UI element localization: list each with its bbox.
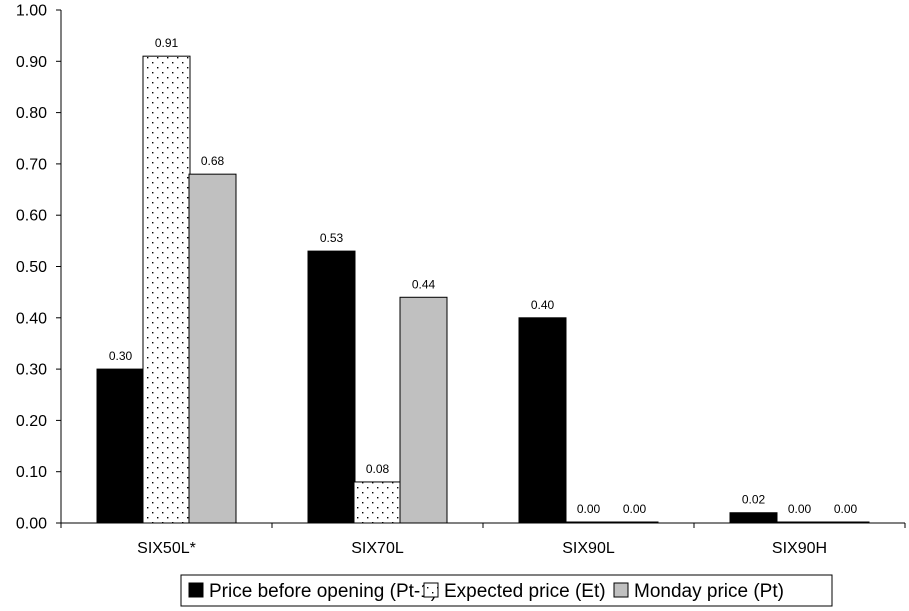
y-tick-label: 0.50 — [16, 259, 47, 276]
bar — [729, 512, 778, 524]
legend-swatch — [188, 582, 204, 598]
bar — [188, 173, 237, 524]
data-label: 0.08 — [366, 462, 390, 476]
x-tick-label: SIX50L* — [137, 540, 196, 557]
y-tick-label: 0.80 — [16, 105, 47, 122]
y-tick-label: 0.00 — [16, 516, 47, 533]
data-label: 0.30 — [109, 349, 133, 363]
bar — [518, 317, 567, 524]
legend-label: Price before opening (Pt-1) — [209, 581, 437, 602]
x-tick-label: SIX90L — [562, 540, 615, 557]
y-tick-label: 0.60 — [16, 208, 47, 225]
bar — [96, 368, 145, 524]
legend-label: Monday price (Pt) — [634, 581, 784, 602]
data-label: 0.02 — [742, 493, 766, 507]
bar — [307, 250, 356, 524]
bar — [142, 55, 191, 524]
data-label: 0.40 — [531, 298, 555, 312]
bar — [399, 296, 448, 524]
legend-swatch — [423, 582, 439, 598]
x-tick-label: SIX90H — [772, 540, 827, 557]
chart-data-labels: 0.30 0.91 0.68 0.53 0.08 0.44 0.40 0.00 0.00 0.02… — [109, 36, 858, 516]
data-label: 0.68 — [201, 154, 225, 168]
legend-swatch — [613, 582, 629, 598]
bar — [564, 521, 613, 524]
y-tick-label: 1.00 — [16, 3, 47, 20]
y-tick-label: 0.40 — [16, 310, 47, 327]
y-tick-label: 0.30 — [16, 362, 47, 379]
data-label: 0.00 — [834, 502, 858, 516]
bar — [353, 481, 402, 524]
bar — [821, 521, 870, 524]
bar — [610, 521, 659, 524]
data-label: 0.44 — [412, 277, 436, 291]
legend-box — [180, 574, 833, 607]
chart-legend: Price before opening (Pt-1) Expected pric… — [180, 574, 833, 607]
bar — [775, 521, 824, 524]
y-tick-label: 0.10 — [16, 464, 47, 481]
data-label: 0.00 — [577, 502, 601, 516]
x-tick-label: SIX70L — [351, 540, 404, 557]
data-label: 0.00 — [788, 502, 812, 516]
data-label: 0.91 — [155, 36, 179, 50]
data-label: 0.00 — [623, 502, 647, 516]
y-tick-label: 0.20 — [16, 413, 47, 430]
y-tick-label: 0.90 — [16, 54, 47, 71]
chart-bars — [96, 55, 870, 524]
legend-label: Expected price (Et) — [444, 581, 606, 602]
data-label: 0.53 — [320, 231, 344, 245]
y-tick-label: 0.70 — [16, 156, 47, 173]
